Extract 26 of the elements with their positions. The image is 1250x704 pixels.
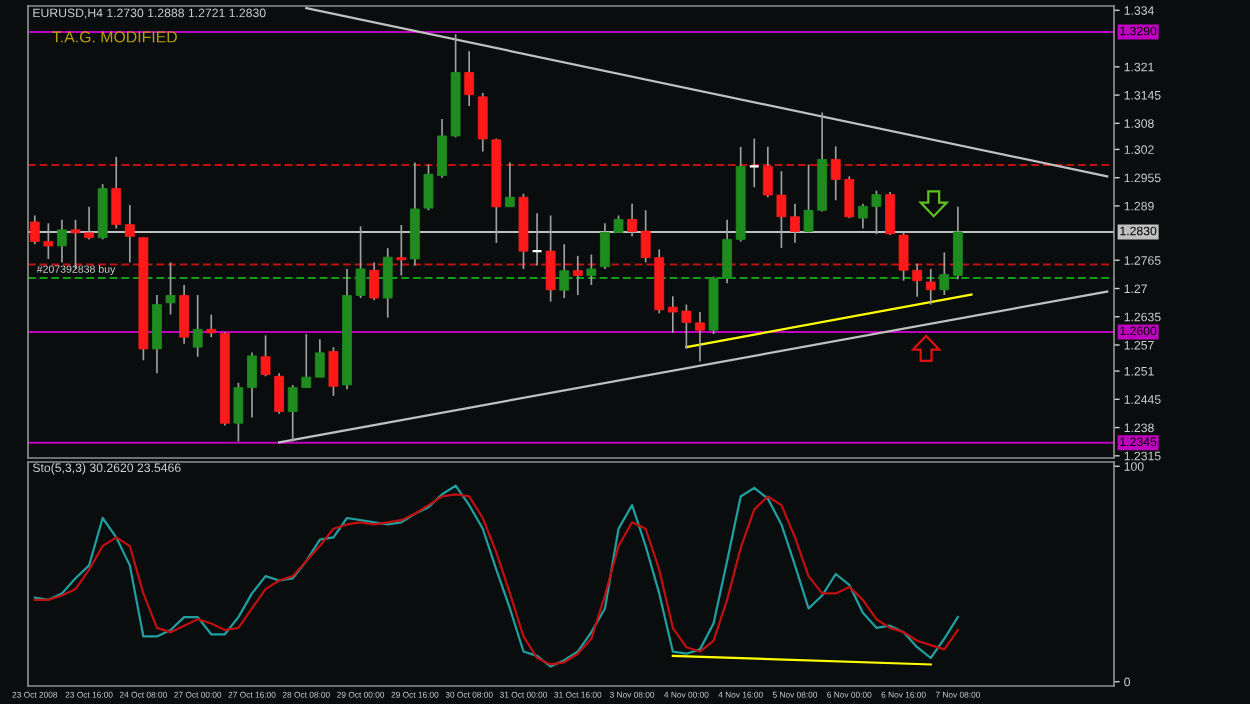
candlestick [314,338,325,378]
candlestick [165,261,176,316]
candlestick [206,313,217,339]
candlestick [192,294,203,358]
candlestick [952,205,963,281]
candlestick [939,251,950,296]
candlestick [124,204,135,264]
candlestick [559,243,570,299]
candlestick [396,224,407,277]
candlestick [572,255,583,296]
candlestick [464,50,475,107]
candlestick [627,202,637,238]
candlestick [586,253,597,286]
candlestick [885,191,895,236]
candlestick [382,247,393,319]
candlestick [545,214,556,303]
candlestick [925,268,936,306]
candlestick [274,372,285,415]
candlestick [179,284,190,345]
candlestick [328,346,339,397]
candlestick [369,261,380,302]
candlestick [260,334,271,378]
candlestick [57,218,67,264]
candlestick [505,161,515,208]
candlestick [152,294,162,375]
candlestick [111,155,122,230]
